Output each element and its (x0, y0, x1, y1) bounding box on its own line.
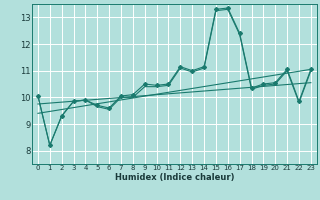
X-axis label: Humidex (Indice chaleur): Humidex (Indice chaleur) (115, 173, 234, 182)
